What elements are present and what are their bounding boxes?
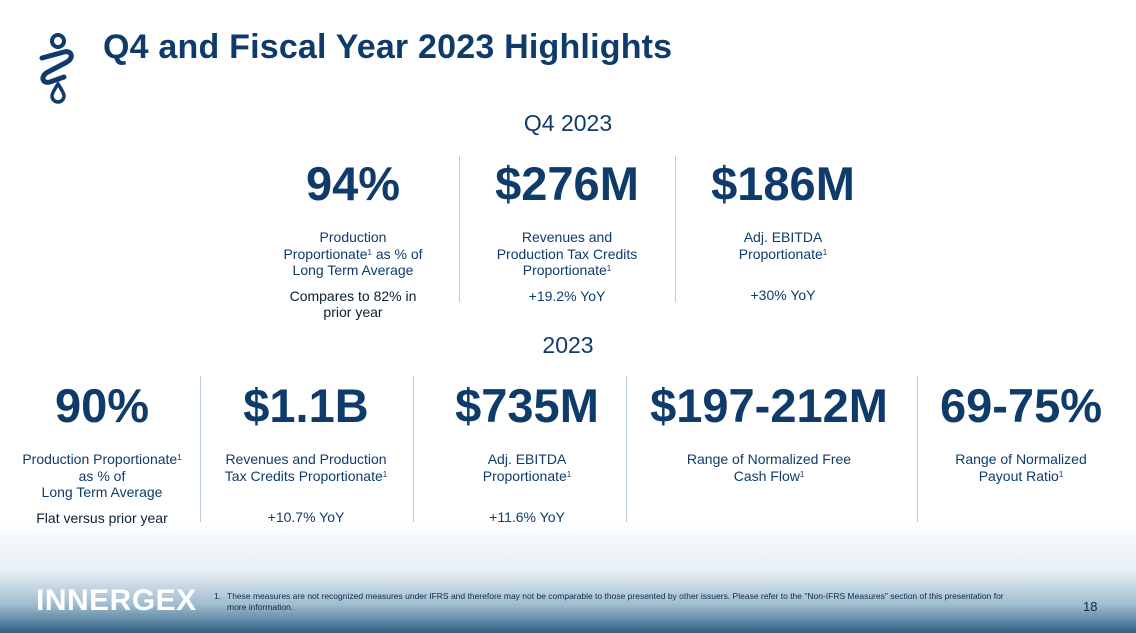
desc-line: Production Tax Credits xyxy=(496,245,638,262)
q4-metric-ebitda: $186M Adj. EBITDA Proportionate1 +30% Yo… xyxy=(692,160,874,304)
desc-line: Proportionate1 as % of xyxy=(283,245,423,262)
desc-line: as % of xyxy=(78,467,126,484)
metric-description: Production Proportionate1 as % of Long T… xyxy=(262,229,444,279)
desc-line: Long Term Average xyxy=(41,484,163,500)
fy-metric-revenues: $1.1B Revenues and Production Tax Credit… xyxy=(210,382,402,526)
metric-value: $276M xyxy=(495,157,639,210)
metric-description: Revenues and Production Tax Credits Prop… xyxy=(476,229,658,279)
column-divider xyxy=(459,156,460,302)
footnote-number: 1. xyxy=(214,591,222,601)
desc-line: Adj. EBITDA xyxy=(743,229,823,245)
footer-band xyxy=(0,520,1136,633)
fy-metric-payout-ratio: 69-75% Range of Normalized Payout Ratio1 xyxy=(926,382,1116,484)
fy-metric-production: 90% Production Proportionate1 as % of Lo… xyxy=(8,382,196,526)
metric-comparison: Compares to 82% in prior year xyxy=(289,287,417,321)
footnote-text: These measures are not recognized measur… xyxy=(227,591,1004,612)
desc-line: Cash Flow1 xyxy=(733,467,805,484)
q4-section-label: Q4 2023 xyxy=(523,110,613,136)
metric-value: 69-75% xyxy=(940,379,1102,432)
footnote: 1. These measures are not recognized mea… xyxy=(214,591,1014,613)
column-divider xyxy=(200,376,201,522)
metric-description: Adj. EBITDA Proportionate1 xyxy=(692,229,874,262)
metric-value: 90% xyxy=(54,379,150,432)
desc-line: Revenues and Production xyxy=(225,451,387,467)
desc-line: Production xyxy=(319,229,387,245)
desc-line: Long Term Average xyxy=(292,262,414,278)
desc-line: Range of Normalized xyxy=(955,451,1087,467)
metric-description: Range of Normalized Payout Ratio1 xyxy=(926,451,1116,484)
metric-description: Revenues and Production Tax Credits Prop… xyxy=(210,451,402,484)
desc-line: Adj. EBITDA xyxy=(487,451,567,467)
column-divider xyxy=(675,156,676,302)
innergex-logo-icon xyxy=(39,33,74,104)
column-divider xyxy=(917,376,918,522)
metric-description: Production Proportionate1 as % of Long T… xyxy=(8,451,196,501)
desc-line: Range of Normalized Free xyxy=(686,451,852,467)
fy-metric-free-cash-flow: $197-212M Range of Normalized Free Cash … xyxy=(634,382,904,484)
fy-section-label: 2023 xyxy=(542,332,594,358)
metric-value: $186M xyxy=(711,157,855,210)
desc-line: Revenues and xyxy=(521,229,613,245)
desc-line: Payout Ratio1 xyxy=(978,467,1064,484)
fy-metric-ebitda: $735M Adj. EBITDA Proportionate1 +11.6% … xyxy=(430,382,624,526)
metric-value: $197-212M xyxy=(650,379,888,432)
metric-change: +30% YoY xyxy=(750,287,816,303)
desc-line: Production Proportionate1 xyxy=(22,451,182,467)
q4-metric-production: 94% Production Proportionate1 as % of Lo… xyxy=(262,160,444,321)
desc-line: Proportionate1 xyxy=(738,245,828,262)
desc-line: Proportionate1 xyxy=(482,467,572,484)
column-divider xyxy=(626,376,627,522)
innergex-wordmark: INNERGEX xyxy=(36,584,197,617)
column-divider xyxy=(413,376,414,522)
q4-metric-revenues: $276M Revenues and Production Tax Credit… xyxy=(476,160,658,304)
metric-value: $735M xyxy=(455,379,599,432)
desc-line: Proportionate1 xyxy=(522,262,612,278)
metric-description: Range of Normalized Free Cash Flow1 xyxy=(634,451,904,484)
metric-value: $1.1B xyxy=(243,379,369,432)
page-number: 18 xyxy=(1083,599,1098,614)
desc-line: Tax Credits Proportionate1 xyxy=(224,467,388,484)
metric-change: +19.2% YoY xyxy=(528,287,606,304)
page-title: Q4 and Fiscal Year 2023 Highlights xyxy=(103,28,673,66)
metric-description: Adj. EBITDA Proportionate1 xyxy=(430,451,624,484)
metric-value: 94% xyxy=(305,157,401,210)
